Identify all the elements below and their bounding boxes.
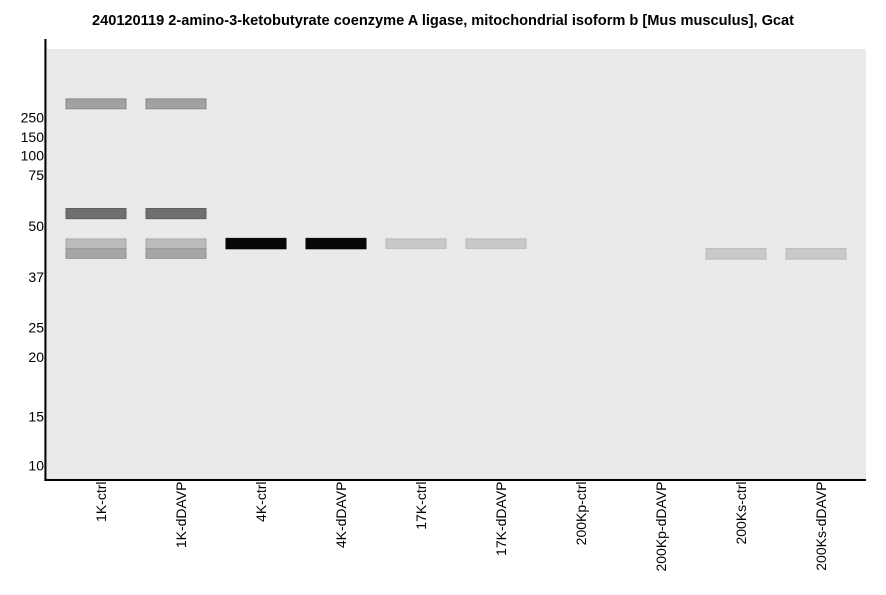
svg-text:1K-dDAVP: 1K-dDAVP [173,482,189,549]
svg-text:150: 150 [21,129,45,145]
svg-text:17K-dDAVP: 17K-dDAVP [493,482,509,556]
svg-text:15: 15 [28,409,44,425]
svg-text:200Ks-ctrl: 200Ks-ctrl [733,482,749,545]
svg-text:25: 25 [28,319,44,335]
svg-text:37: 37 [28,269,44,285]
svg-text:200Kp-ctrl: 200Kp-ctrl [573,482,589,546]
svg-text:10: 10 [28,457,44,473]
svg-text:17K-ctrl: 17K-ctrl [413,482,429,530]
svg-text:250: 250 [21,110,45,126]
svg-text:75: 75 [28,167,44,183]
svg-text:4K-ctrl: 4K-ctrl [253,482,269,522]
svg-text:4K-dDAVP: 4K-dDAVP [333,482,349,549]
svg-text:20: 20 [28,349,44,365]
svg-text:200Ks-dDAVP: 200Ks-dDAVP [813,482,829,571]
svg-text:100: 100 [21,147,45,163]
svg-text:240120119 2-amino-3-ketobutyra: 240120119 2-amino-3-ketobutyrate coenzym… [92,13,794,29]
svg-text:1K-ctrl: 1K-ctrl [93,482,109,522]
svg-text:50: 50 [28,218,44,234]
svg-text:200Kp-dDAVP: 200Kp-dDAVP [653,482,669,572]
